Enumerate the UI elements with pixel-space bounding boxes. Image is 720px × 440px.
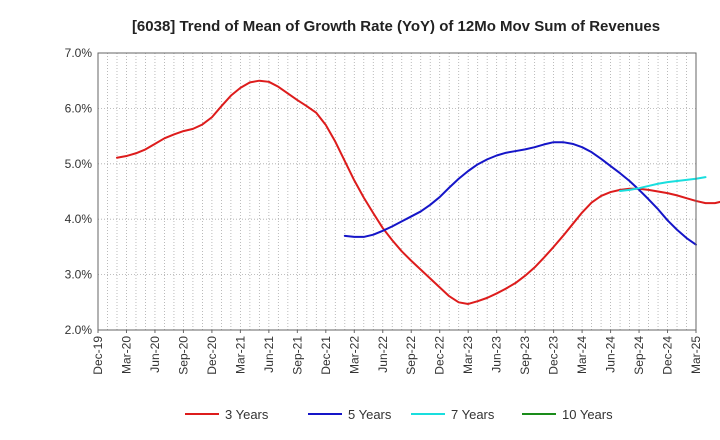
x-tick-label: Mar-24 bbox=[575, 336, 589, 374]
x-tick-label: Mar-22 bbox=[347, 336, 361, 374]
x-tick-label: Mar-23 bbox=[461, 336, 475, 374]
x-axis-ticks: Dec-19 Mar-20 Jun-20 Sep-20 Dec-20 Mar-21 Jun-… bbox=[91, 330, 703, 375]
legend-label-3-years: 3 Years bbox=[225, 407, 269, 422]
legend-label-7-years: 7 Years bbox=[451, 407, 495, 422]
y-tick-label: 6.0% bbox=[65, 101, 93, 115]
x-tick-label: Jun-23 bbox=[490, 336, 504, 373]
grid-lines bbox=[98, 53, 696, 330]
y-tick-label: 4.0% bbox=[65, 212, 93, 226]
y-tick-label: 2.0% bbox=[65, 323, 93, 337]
legend-label-5-years: 5 Years bbox=[348, 407, 392, 422]
plot-area-border bbox=[97, 52, 697, 331]
chart-title: [6038] Trend of Mean of Growth Rate (YoY… bbox=[132, 18, 660, 35]
x-tick-label: Sep-21 bbox=[290, 336, 304, 375]
x-tick-label: Jun-22 bbox=[376, 336, 390, 373]
x-tick-label: Dec-22 bbox=[433, 336, 447, 375]
x-tick-label: Mar-25 bbox=[689, 336, 703, 374]
y-tick-label: 5.0% bbox=[65, 157, 93, 171]
y-tick-label: 3.0% bbox=[65, 268, 93, 282]
x-tick-label: Dec-23 bbox=[547, 336, 561, 375]
series-line-7-years bbox=[619, 176, 707, 192]
x-tick-label: Mar-21 bbox=[233, 336, 247, 374]
x-tick-label: Sep-23 bbox=[518, 336, 532, 375]
series-layer bbox=[115, 79, 720, 305]
x-tick-label: Sep-20 bbox=[176, 336, 190, 375]
x-tick-label: Sep-22 bbox=[404, 336, 418, 375]
y-tick-label: 7.0% bbox=[65, 46, 93, 60]
x-tick-label: Sep-24 bbox=[632, 336, 646, 375]
legend: 3 Years 5 Years 7 Years 10 Years bbox=[185, 407, 613, 422]
x-tick-label: Jun-20 bbox=[148, 336, 162, 373]
y-axis-ticks: 2.0% 3.0% 4.0% 5.0% 6.0% 7.0% bbox=[65, 46, 93, 337]
x-tick-label: Dec-19 bbox=[91, 336, 105, 375]
x-tick-label: Dec-21 bbox=[319, 336, 333, 375]
x-tick-label: Jun-24 bbox=[604, 336, 618, 373]
x-tick-label: Dec-24 bbox=[661, 336, 675, 375]
x-tick-label: Jun-21 bbox=[262, 336, 276, 373]
x-tick-label: Mar-20 bbox=[119, 336, 133, 374]
legend-label-10-years: 10 Years bbox=[562, 407, 613, 422]
x-tick-label: Dec-20 bbox=[205, 336, 219, 375]
